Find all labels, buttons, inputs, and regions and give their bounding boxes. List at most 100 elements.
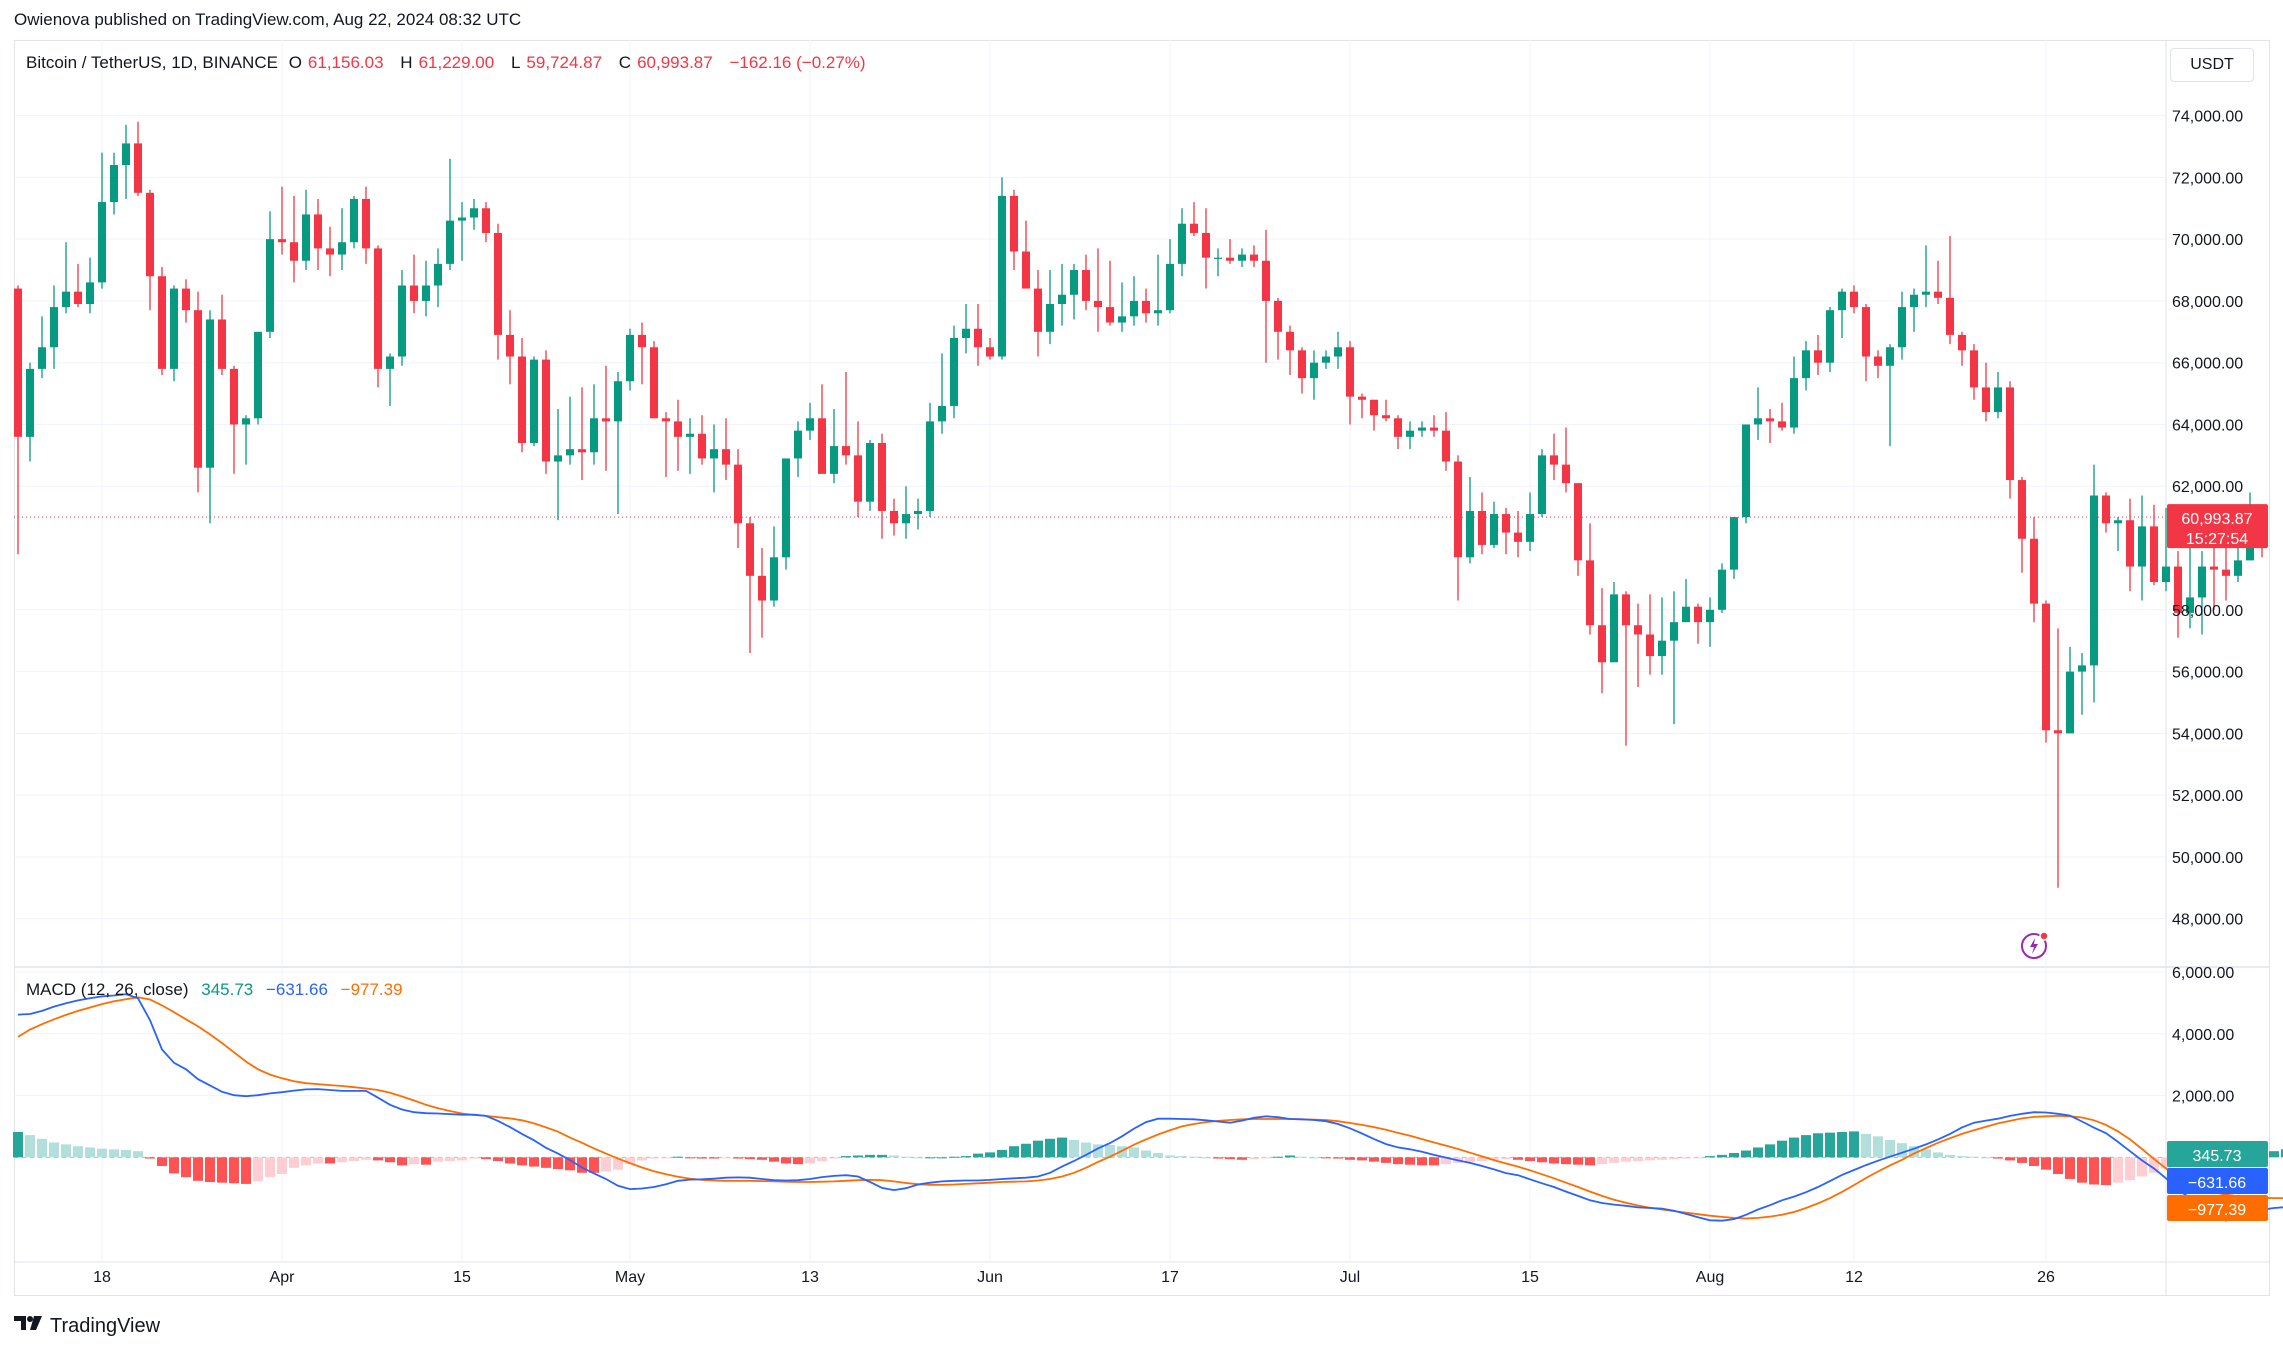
candle-body [2222, 569, 2230, 576]
candle-body [1514, 532, 1522, 542]
candle-body [1034, 288, 1042, 332]
macd-line [17, 993, 2283, 1222]
price-legend: Bitcoin / TetherUS, 1D, BINANCE O 61,156.… [26, 53, 872, 73]
macd-histogram-bar [289, 1157, 299, 1168]
macd-histogram-bar [1273, 1156, 1283, 1158]
time-tick-label: 15 [1521, 1269, 1539, 1286]
candle-body [218, 319, 226, 369]
macd-histogram-bar [1033, 1140, 1043, 1158]
candle-body [998, 195, 1006, 357]
candle-body [1442, 430, 1450, 462]
candle-body [2030, 538, 2038, 604]
footer-brand[interactable]: TradingView [14, 1314, 160, 1338]
candle-body [86, 282, 94, 305]
candle-body [1418, 427, 1426, 431]
macd-histogram-bar [2089, 1157, 2099, 1185]
macd-histogram-bar [1249, 1157, 1259, 1160]
candle-body [1610, 594, 1618, 663]
candle-body [686, 433, 694, 437]
macd-histogram-bar [1705, 1156, 1715, 1158]
macd-histogram-bar [1609, 1157, 1619, 1163]
candle-body [2018, 480, 2026, 539]
macd-histogram-bar [769, 1157, 779, 1162]
brand-name: TradingView [50, 1314, 161, 1337]
time-tick-label: Aug [1696, 1269, 1724, 1286]
candle-body [2162, 566, 2170, 582]
candle-body [302, 214, 310, 261]
currency-selector[interactable]: USDT [2170, 48, 2254, 82]
candle-body [518, 356, 526, 444]
flash-alert-icon[interactable] [2020, 930, 2050, 960]
macd-histogram-bar [1021, 1143, 1031, 1158]
macd-histogram-bar [1381, 1157, 1391, 1163]
chart-frame [14, 40, 2270, 1296]
candle-body [1178, 223, 1186, 264]
macd-histogram-bar [1501, 1157, 1511, 1160]
macd-histogram-bar [1321, 1157, 1331, 1159]
candle-body [134, 143, 142, 193]
macd-histogram-bar [1525, 1157, 1535, 1162]
macd-legend: MACD (12, 26, close) 345.73 −631.66 −977… [26, 980, 411, 1000]
macd-signal-tag-text: −977.39 [2188, 1202, 2246, 1219]
macd-histogram-bar [337, 1157, 347, 1163]
candle-body [1754, 418, 1762, 425]
candle-body [1742, 424, 1750, 518]
macd-histogram-bar [349, 1157, 359, 1162]
macd-histogram-bar [1657, 1157, 1667, 1160]
candle-body [506, 334, 514, 357]
macd-histogram-bar [2053, 1157, 2063, 1175]
open-label: O [288, 53, 302, 72]
candle-body [1646, 634, 1654, 657]
macd-histogram-bar [49, 1142, 59, 1158]
candle-body [2150, 526, 2158, 582]
candle-body [1934, 291, 1942, 298]
macd-histogram-bar [1813, 1133, 1823, 1158]
candle-body [1430, 427, 1438, 431]
macd-histogram-bar [1789, 1137, 1799, 1158]
macd-line-tag-text: −631.66 [2188, 1175, 2246, 1192]
candle-body [1994, 387, 2002, 413]
macd-histogram-bar [241, 1157, 251, 1184]
candle-body [650, 347, 658, 419]
candle-body [1166, 263, 1174, 311]
candle-body [1406, 430, 1414, 437]
macd-histogram-bar [1189, 1156, 1199, 1158]
candle-body [962, 328, 970, 338]
macd-histogram-bar [1129, 1147, 1139, 1158]
candle-body [122, 143, 130, 166]
symbol-label[interactable]: Bitcoin / TetherUS, 1D, BINANCE [26, 53, 278, 72]
macd-title[interactable]: MACD (12, 26, close) [26, 980, 189, 999]
time-tick-label: 26 [2037, 1269, 2055, 1286]
macd-histogram-bar [1561, 1157, 1571, 1165]
macd-histogram-bar [25, 1135, 35, 1158]
macd-histogram-bar [2017, 1157, 2027, 1163]
candle-body [1058, 294, 1066, 305]
candle-body [1982, 387, 1990, 413]
candle-body [1358, 396, 1366, 400]
price-tick-label: 68,000.00 [2172, 294, 2243, 311]
macd-histogram-bar [205, 1157, 215, 1183]
candle-body [254, 331, 262, 419]
macd-histogram-bar [709, 1157, 719, 1159]
candle-body [338, 242, 346, 255]
candle-body [1658, 640, 1666, 657]
macd-histogram-bar [913, 1157, 923, 1159]
macd-histogram-bar [2065, 1157, 2075, 1179]
macd-histogram-bar [1429, 1157, 1439, 1166]
macd-histogram-bar [1837, 1132, 1847, 1158]
candle-body [1310, 362, 1318, 379]
candle-body [842, 446, 850, 456]
macd-histogram-bar [901, 1156, 911, 1158]
candle-body [1466, 510, 1474, 558]
candle-body [986, 347, 994, 357]
candle-body [2090, 495, 2098, 666]
price-tick-label: 58,000.00 [2172, 603, 2243, 620]
macd-histogram-bar [781, 1157, 791, 1164]
macd-line-value: −631.66 [265, 980, 328, 999]
candle-body [1622, 594, 1630, 626]
time-tick-label: 18 [93, 1269, 111, 1286]
candle-body [1718, 569, 1726, 610]
macd-signal-value: −977.39 [340, 980, 403, 999]
price-tags: 60,993.87 15:27:54 345.73 −631.66 −977.39 [2167, 504, 2268, 1221]
